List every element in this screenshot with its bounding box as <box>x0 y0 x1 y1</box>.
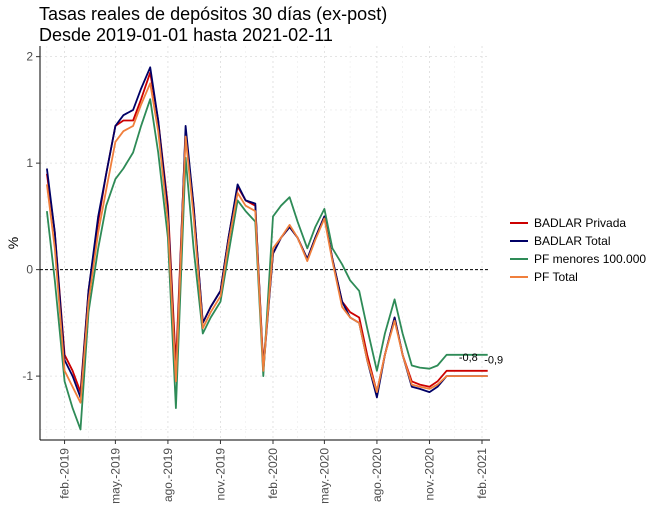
legend-label-2: PF menores 100.000 <box>534 252 646 266</box>
x-tick-label: feb.-2021 <box>475 448 489 499</box>
series-line-2 <box>46 98 488 431</box>
series-line-0 <box>46 71 488 394</box>
x-tick-label: may.-2020 <box>317 448 331 504</box>
axes: -1 0 1 2 feb.-2019 may.-2019 ago.-2019 nov.-201… <box>22 46 490 504</box>
x-tick-label: nov.-2020 <box>422 448 436 501</box>
data-labels: -0,8 -0,9 <box>459 352 503 367</box>
legend-label-1: BADLAR Total <box>534 234 610 248</box>
x-tick-label: may.-2019 <box>108 448 122 504</box>
series-lines <box>46 66 488 431</box>
y-axis-title: % <box>5 237 21 249</box>
x-tick-label: feb.-2019 <box>58 448 72 499</box>
x-tick-label: ago.-2020 <box>370 448 384 502</box>
x-tick-label: ago.-2019 <box>161 448 175 502</box>
chart-subtitle: Desde 2019-01-01 hasta 2021-02-11 <box>39 25 333 45</box>
legend-label-3: PF Total <box>534 270 578 284</box>
x-tick-label: nov.-2019 <box>213 448 227 501</box>
data-label: -0,8 <box>459 352 478 364</box>
series-line-3 <box>46 82 488 404</box>
data-label: -0,9 <box>484 354 503 366</box>
x-tick-label: feb.-2020 <box>266 448 280 499</box>
chart-title: Tasas reales de depósitos 30 días (ex-po… <box>39 4 388 24</box>
y-tick-label: 1 <box>26 156 33 170</box>
y-tick-label: 2 <box>26 50 33 64</box>
chart-title-block: Tasas reales de depósitos 30 días (ex-po… <box>39 4 387 46</box>
y-tick-label: -1 <box>22 369 33 383</box>
grid-lines <box>40 46 490 440</box>
legend-label-0: BADLAR Privada <box>534 216 626 230</box>
legend: BADLAR Privada BADLAR Total PF menores 100… <box>510 216 646 284</box>
series-line-1 <box>46 66 488 399</box>
y-tick-label: 0 <box>26 263 33 277</box>
